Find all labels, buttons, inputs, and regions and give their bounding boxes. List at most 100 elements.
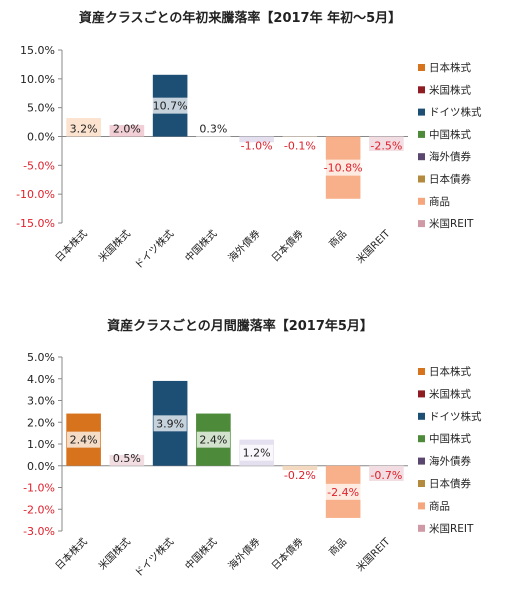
legend-label: ドイツ株式 (429, 410, 482, 423)
bar (109, 454, 145, 466)
data-label-bg (323, 483, 364, 500)
category-label: 海外債券 (225, 227, 262, 264)
bar (282, 136, 318, 138)
data-label-bg (150, 97, 191, 114)
legend-label: 中国株式 (429, 128, 471, 141)
category-label: 商品 (326, 227, 349, 250)
y-tick-label: 0.0% (27, 131, 55, 144)
bar (196, 134, 231, 137)
y-tick-label: 0.0% (27, 460, 55, 473)
legend-swatch (418, 153, 425, 161)
data-label: 2.0% (113, 123, 141, 136)
category-label: 日本株式 (52, 535, 89, 572)
y-tick-label: -15.0% (16, 217, 55, 230)
y-tick-label: 5.0% (27, 351, 55, 364)
legend-swatch (418, 108, 425, 116)
y-tick-label: -3.0% (23, 525, 55, 538)
y-tick-label: 10.0% (20, 73, 55, 86)
category-label: ドイツ株式 (132, 535, 177, 580)
legend-label: 米国REIT (429, 217, 474, 230)
legend-swatch (418, 130, 425, 138)
legend-label: 商品 (429, 195, 450, 208)
monthly-return-chart: 資産クラスごとの月間騰落率【2017年5月】 5.0% 4.0% 3.0% 2.0% 1.… (23, 318, 482, 580)
legend-label: 日本債券 (429, 477, 471, 490)
data-label: 3.2% (70, 123, 98, 136)
legend-swatch (418, 502, 425, 510)
legend-swatch (418, 412, 425, 420)
data-label-bg (319, 159, 367, 176)
bar (369, 136, 404, 151)
legend-label: 米国株式 (429, 387, 471, 400)
y-tick-label: -10.0% (16, 188, 55, 201)
legend-label: 海外債券 (429, 455, 471, 468)
legend-label: 日本株式 (429, 61, 471, 74)
bar (66, 118, 101, 137)
legend-label: 海外債券 (429, 150, 471, 163)
data-label: 3.9% (156, 417, 184, 430)
category-label: 米国REIT (353, 534, 393, 574)
data-label: -1.0% (241, 140, 273, 153)
legend-label: 米国REIT (429, 522, 474, 535)
category-label: 米国株式 (96, 535, 133, 572)
legend-label: 中国株式 (429, 432, 471, 445)
legend-swatch (418, 457, 425, 465)
y-tick-label: 2.0% (27, 416, 55, 429)
y-tick-label: 3.0% (27, 395, 55, 408)
category-label: 中国株式 (182, 535, 219, 572)
y-tick-label: -5.0% (23, 159, 55, 172)
data-label: 2.4% (199, 434, 227, 447)
category-label: 日本株式 (52, 227, 89, 264)
y-tick-label: -2.0% (23, 503, 55, 516)
legend-swatch (418, 524, 425, 532)
data-label: -0.7% (370, 469, 402, 482)
data-label-bg (153, 415, 187, 432)
category-label: 中国株式 (182, 227, 219, 264)
data-label: -10.8% (324, 162, 363, 175)
category-label: 海外債券 (225, 535, 262, 572)
chart-title: 資産クラスごとの年初来騰落率【2017年 年初～5月】 (79, 10, 401, 26)
y-tick-label: 1.0% (27, 438, 55, 451)
category-label: 日本債券 (269, 227, 306, 264)
y-tick-label: 15.0% (20, 44, 55, 57)
data-label: -0.2% (284, 469, 316, 482)
category-label: ドイツ株式 (132, 227, 177, 272)
bar (109, 124, 145, 137)
data-label: 2.4% (70, 434, 98, 447)
data-label: -2.4% (327, 486, 359, 499)
legend-label: ドイツ株式 (429, 106, 482, 119)
category-label: 商品 (326, 535, 349, 558)
data-label: -0.1% (284, 140, 316, 153)
chart-title: 資産クラスごとの月間騰落率【2017年5月】 (107, 318, 373, 334)
data-label: 0.5% (113, 452, 141, 465)
data-label: 0.3% (199, 123, 227, 136)
bar (282, 465, 318, 471)
bar (369, 465, 404, 481)
data-label: 10.7% (153, 100, 188, 113)
category-label: 米国株式 (96, 227, 133, 264)
legend-swatch (418, 175, 425, 183)
category-label: 日本債券 (269, 535, 306, 572)
legend-swatch (418, 368, 425, 375)
legend-label: 日本債券 (429, 173, 471, 186)
data-label-bg (196, 431, 230, 448)
y-tick-label: 5.0% (27, 102, 55, 115)
legend-swatch (418, 480, 425, 487)
data-label: -2.5% (370, 140, 402, 153)
legend-swatch (418, 435, 425, 443)
y-tick-label: -1.0% (23, 482, 55, 495)
legend-swatch (418, 64, 425, 71)
bar (239, 136, 274, 143)
category-label: 米国REIT (353, 226, 393, 266)
legend-swatch (418, 220, 425, 228)
data-label-bg (240, 444, 274, 461)
ytd-return-chart: 資産クラスごとの年初来騰落率【2017年 年初～5月】 15.0% 10.0% 5.0… (16, 10, 482, 272)
y-tick-label: 4.0% (27, 373, 55, 386)
legend-swatch (418, 390, 425, 398)
legend-label: 商品 (429, 499, 450, 512)
legend-swatch (418, 86, 425, 94)
data-label: 1.2% (243, 447, 271, 460)
legend-label: 米国株式 (429, 83, 471, 96)
legend-label: 日本株式 (429, 365, 471, 378)
data-label-bg (67, 431, 101, 448)
